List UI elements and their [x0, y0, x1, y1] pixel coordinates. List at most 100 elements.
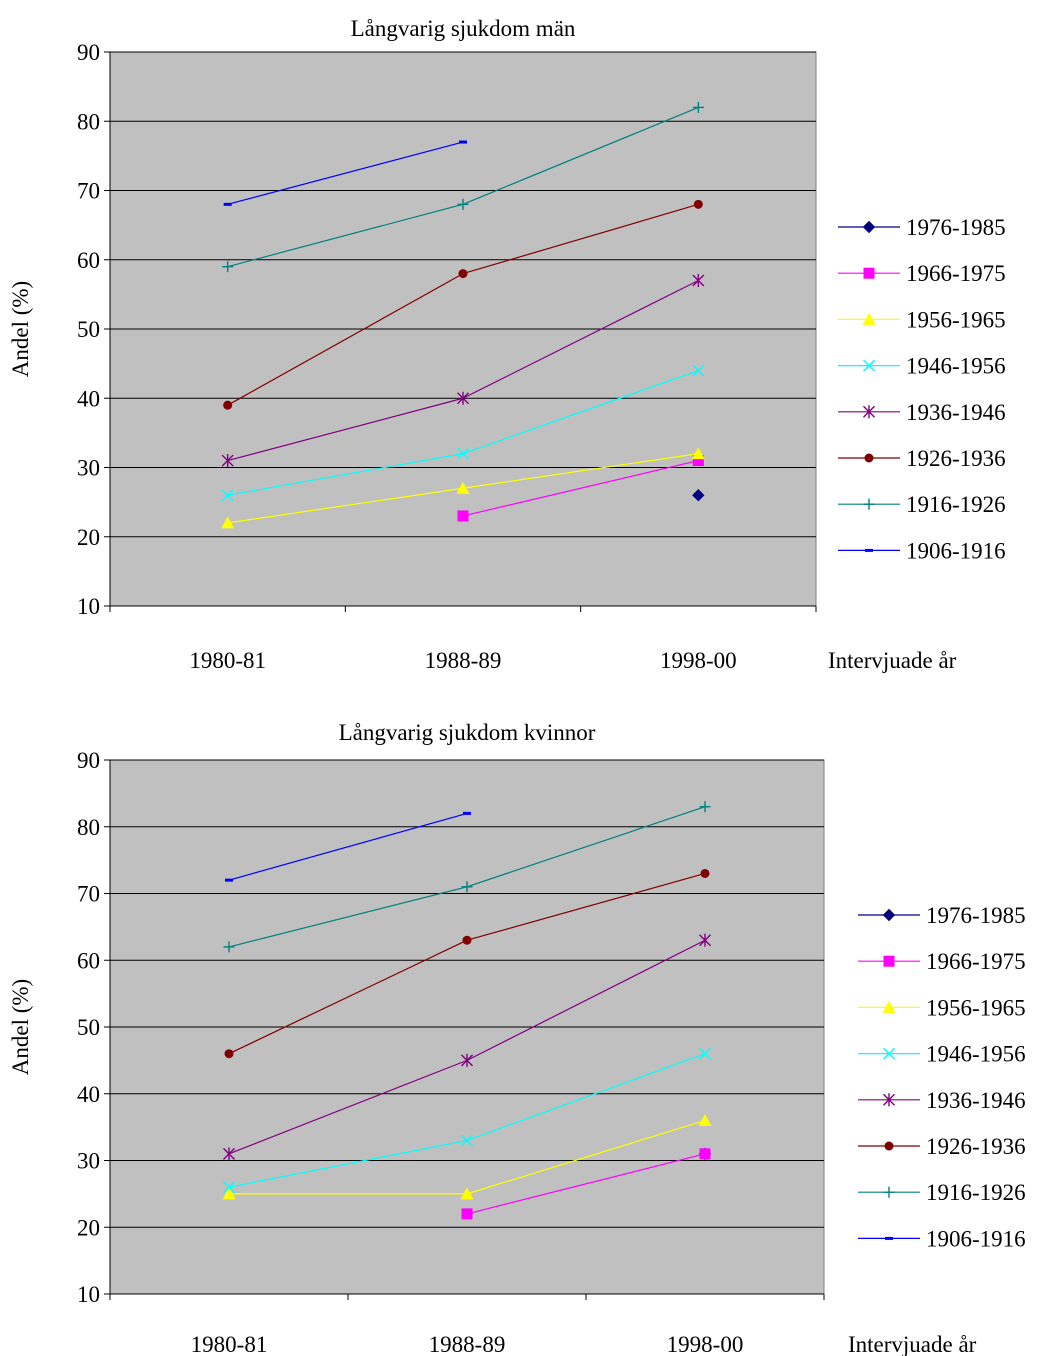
series-1946-1956 — [221, 364, 705, 502]
series-line-segment — [228, 1059, 468, 1155]
y-tick-label: 30 — [77, 456, 100, 481]
data-point — [461, 881, 473, 893]
data-point — [692, 455, 704, 467]
y-tick-label: 20 — [77, 1215, 100, 1240]
legend-item: 1976-1985 — [858, 903, 1026, 928]
y-tick-label: 10 — [77, 594, 100, 619]
y-tick-label: 10 — [77, 1282, 100, 1307]
y-tick-label: 50 — [77, 1015, 100, 1040]
data-point — [457, 510, 469, 522]
y-axis-label: Andel (%) — [8, 281, 33, 377]
series-1956-1965 — [222, 1113, 712, 1200]
series-1926-1936 — [223, 199, 703, 410]
series-1976-1985 — [692, 488, 705, 502]
series-line-segment — [228, 939, 468, 1055]
legend-item: 1916-1926 — [838, 492, 1006, 517]
series-line-segment — [462, 279, 699, 399]
data-point-stroke — [692, 364, 705, 377]
series-1966-1975 — [461, 1148, 711, 1220]
series-line-segment — [227, 141, 464, 205]
data-point — [223, 941, 235, 953]
series-1936-1946 — [221, 274, 705, 468]
data-point — [223, 1181, 235, 1194]
series-line-segment — [228, 1139, 468, 1188]
series-line-segment — [228, 886, 468, 948]
data-point — [698, 1113, 712, 1126]
legend-item: 1966-1975 — [838, 261, 1006, 286]
data-point — [461, 1208, 473, 1220]
series-line-segment — [227, 203, 464, 268]
data-point — [692, 364, 705, 377]
legend-marker — [864, 453, 874, 463]
legend-marker — [885, 1236, 893, 1240]
series-1936-1946 — [223, 933, 711, 1161]
y-tick-label: 40 — [77, 1082, 100, 1107]
data-point — [699, 801, 711, 813]
data-point — [700, 868, 710, 878]
y-tick-label: 20 — [77, 525, 100, 550]
y-tick-label: 60 — [77, 248, 100, 273]
legend-item: 1936-1946 — [838, 400, 1006, 425]
series-1916-1926 — [223, 801, 711, 953]
legend-label: 1946-1956 — [906, 354, 1006, 379]
data-point — [222, 1187, 236, 1200]
legend-marker — [865, 548, 873, 552]
data-point — [223, 202, 232, 206]
data-point — [699, 1148, 711, 1160]
legend-marker-stroke — [863, 359, 875, 372]
series-1916-1926 — [222, 101, 704, 273]
series-line-segment — [462, 106, 699, 205]
legend-label: 1946-1956 — [926, 1042, 1026, 1067]
legend-item: 1956-1965 — [838, 307, 1006, 332]
chart-men: Långvarig sjukdom män 10 20 30 40 50 60 70 80 90 1… — [8, 16, 1006, 673]
data-point-stroke — [461, 1134, 473, 1147]
series-line-segment — [466, 872, 706, 941]
series-line-segment — [466, 939, 706, 1061]
data-point — [223, 1147, 235, 1161]
legend: 1976-1985 1966-1975 1956-1965 1946-1956 1936… — [838, 215, 1006, 563]
y-tick-label: 90 — [77, 40, 100, 65]
legend-marker-stroke — [883, 1047, 895, 1060]
legend-label: 1976-1985 — [906, 215, 1006, 240]
data-point — [460, 1187, 474, 1200]
series-line-segment — [227, 487, 464, 524]
data-point — [224, 1049, 234, 1059]
chart-women: Långvarig sjukdom kvinnor 10 20 30 40 50 60 70 8… — [8, 720, 1026, 1356]
legend-marker — [882, 908, 896, 922]
legend-marker — [863, 498, 875, 510]
legend-marker — [882, 1000, 896, 1013]
x-tick-label: 1998-00 — [667, 1332, 744, 1356]
x-tick-label: 1988-89 — [429, 1332, 506, 1356]
y-tick-label: 80 — [77, 815, 100, 840]
x-tick-label: 1980-81 — [189, 648, 266, 673]
series-line-segment — [466, 1119, 706, 1195]
series-line-segment — [466, 806, 706, 888]
legend-label: 1916-1926 — [926, 1180, 1026, 1205]
legend-label: 1906-1916 — [906, 538, 1006, 563]
legend-item: 1966-1975 — [858, 949, 1026, 974]
legend-label: 1936-1946 — [906, 400, 1006, 425]
data-point — [225, 878, 233, 882]
data-point — [459, 140, 467, 144]
y-tick-label: 60 — [77, 948, 100, 973]
data-point — [463, 811, 471, 815]
data-point — [692, 488, 705, 502]
legend-item: 1926-1936 — [858, 1134, 1026, 1159]
series-1956-1965 — [221, 447, 705, 529]
series-1906-1916 — [223, 140, 467, 206]
legend-marker — [862, 220, 876, 234]
legend-item: 1976-1985 — [838, 215, 1006, 240]
legend-label: 1966-1975 — [906, 261, 1006, 286]
legend-item: 1906-1916 — [858, 1226, 1026, 1251]
legend-label: 1926-1936 — [926, 1134, 1026, 1159]
legend-item: 1946-1956 — [838, 354, 1006, 379]
legend-marker — [862, 312, 876, 325]
legend-marker — [883, 1047, 895, 1060]
legend-label: 1936-1946 — [926, 1088, 1026, 1113]
data-point — [461, 1053, 473, 1067]
legend-label: 1916-1926 — [906, 492, 1006, 517]
data-point — [462, 935, 472, 945]
data-point — [699, 933, 711, 947]
data-point — [699, 1047, 711, 1060]
